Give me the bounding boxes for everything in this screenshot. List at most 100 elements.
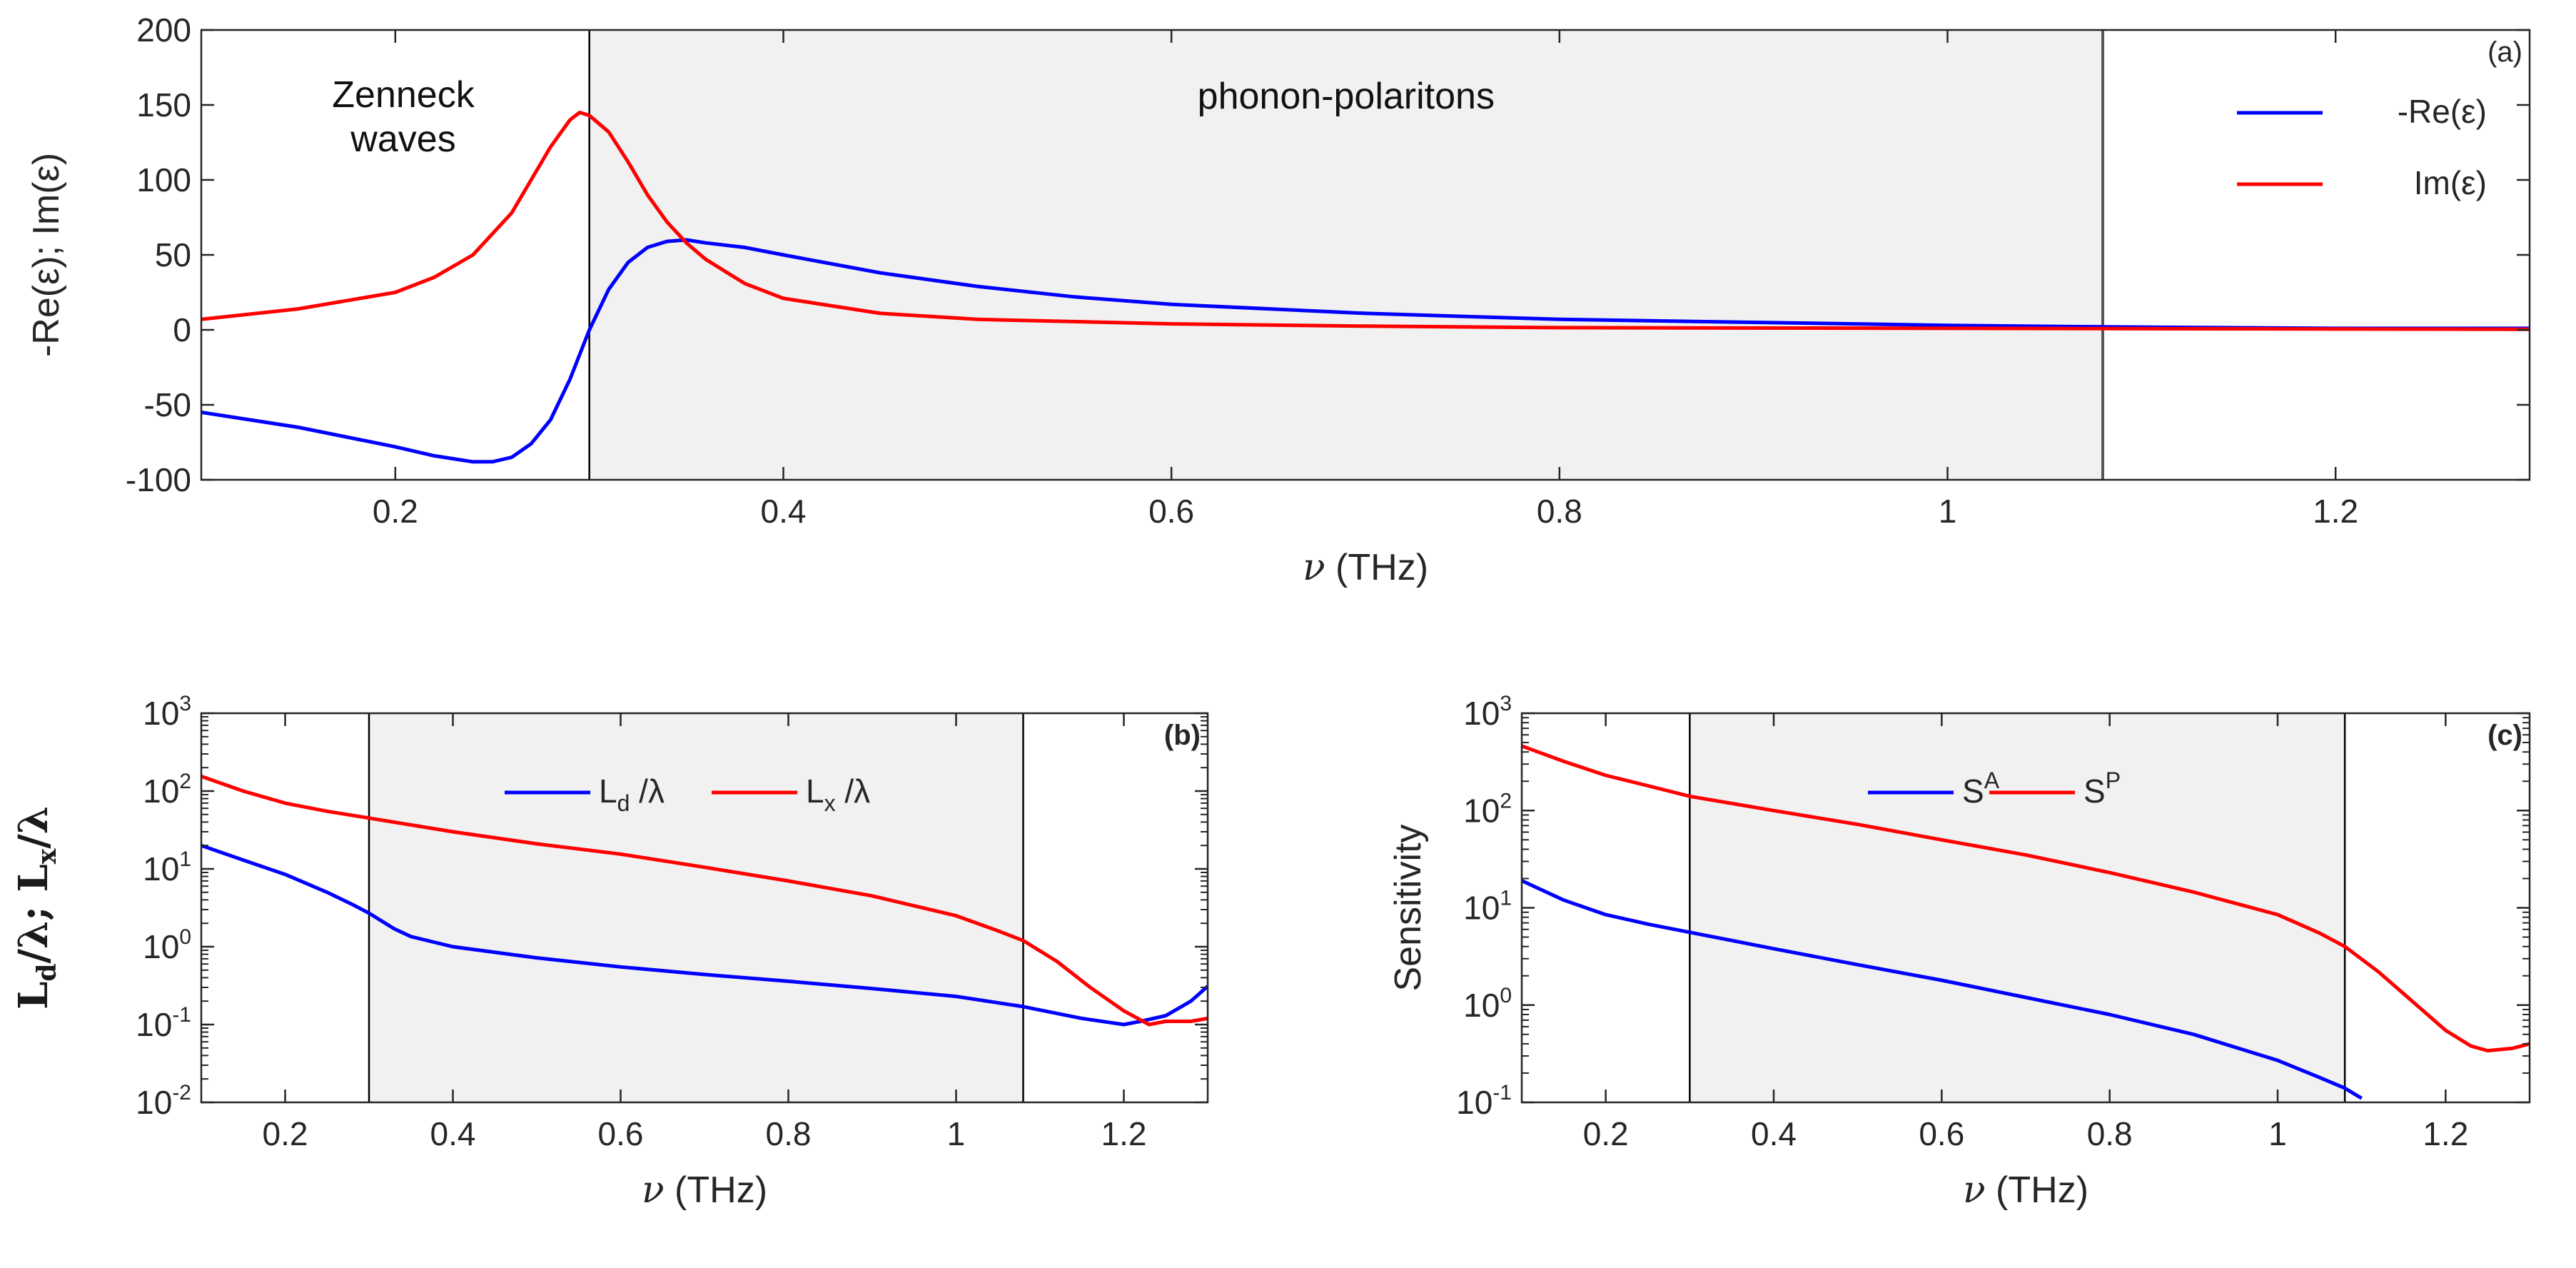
y-tick-label: 100 xyxy=(1463,984,1512,1024)
x-tick-label: 1.2 xyxy=(2313,493,2358,530)
y-axis-label: Ld/λ; Lx/λ xyxy=(10,806,62,1010)
series-line-c-0 xyxy=(1522,879,2363,1100)
y-tick-label: -50 xyxy=(144,386,191,423)
y-tick-exponent: 3 xyxy=(179,692,191,715)
y-tick-label: 100 xyxy=(136,161,191,198)
chart-panel-a: 0.2 0.4 0.6 0.8 1 1.2 -100 -50 0 50 100 150 200 ν (TH… xyxy=(26,11,2531,589)
legend-subscript: x xyxy=(824,790,836,816)
x-tick-label: 0.8 xyxy=(1537,493,1582,530)
x-tick-label: 0.2 xyxy=(1583,1115,1629,1152)
y-label-subscript: x xyxy=(32,848,62,864)
panel-tag: (a) xyxy=(2487,36,2522,68)
x-axis-unit: (THz) xyxy=(1325,547,1428,588)
legend-label: Lx /λ xyxy=(806,773,870,816)
y-tick-exponent: 2 xyxy=(179,770,191,793)
region-label-phonon-polaritons: phonon-polaritons xyxy=(1198,76,1495,117)
legend-superscript: A xyxy=(1984,768,2000,793)
x-tick-label: 1 xyxy=(947,1115,966,1152)
x-axis-symbol: ν xyxy=(1303,546,1325,589)
y-label-part: L xyxy=(10,982,57,1010)
y-tick-label: 150 xyxy=(136,86,191,124)
legend-label: -Re(ε) xyxy=(2398,93,2487,130)
x-tick-label: 0.6 xyxy=(1919,1115,1964,1152)
y-tick-label: 102 xyxy=(1463,789,1512,829)
x-axis-unit: (THz) xyxy=(1986,1169,2088,1211)
legend-label: Im(ε) xyxy=(2414,164,2487,201)
legend-superscript: P xyxy=(2106,768,2121,793)
y-tick-base: 10 xyxy=(143,928,179,965)
y-tick-label: 103 xyxy=(143,692,191,732)
x-axis-label: ν (THz) xyxy=(1303,546,1428,589)
x-axis-label: ν (THz) xyxy=(1963,1169,2088,1212)
y-tick-exponent: -1 xyxy=(1492,1081,1512,1105)
series-line-a-0 xyxy=(201,238,2530,464)
y-tick-exponent: 0 xyxy=(179,925,191,949)
y-tick-exponent: -2 xyxy=(172,1081,191,1105)
x-tick-label: 0.2 xyxy=(373,493,418,530)
x-axis-unit: (THz) xyxy=(665,1169,767,1211)
y-tick-base: 10 xyxy=(143,695,179,732)
shaded-region xyxy=(1689,713,2345,1102)
x-tick-label: 0.6 xyxy=(598,1115,644,1152)
y-tick-label: 100 xyxy=(143,925,191,965)
y-tick-label: 103 xyxy=(1463,692,1512,732)
region-label-zenneck: Zenneck xyxy=(332,74,475,116)
y-label-subscript: d xyxy=(32,963,62,981)
y-label-part: /λ xyxy=(10,806,57,849)
x-axis-symbol: ν xyxy=(642,1169,665,1212)
y-tick-exponent: 0 xyxy=(1500,984,1512,1007)
y-axis-label: Sensitivity xyxy=(1388,824,1429,991)
y-tick-base: 10 xyxy=(1456,1084,1492,1121)
legend-label: SA xyxy=(1962,768,2000,810)
legend-subscript: d xyxy=(617,790,630,816)
y-tick-label: 0 xyxy=(173,311,191,348)
shaded-region xyxy=(369,713,1024,1102)
y-tick-base: 10 xyxy=(136,1006,172,1043)
y-tick-label: -100 xyxy=(126,461,191,498)
x-axis-symbol: ν xyxy=(1963,1169,1986,1212)
series-line-a-1 xyxy=(201,111,2530,331)
y-tick-label: 10-2 xyxy=(136,1081,191,1121)
legend-suffix: /λ xyxy=(630,773,665,810)
y-tick-base: 10 xyxy=(1463,987,1500,1024)
legend-base: S xyxy=(1962,773,1984,810)
y-tick-label: 101 xyxy=(143,847,191,887)
series-line-b-0 xyxy=(201,843,1208,1027)
x-tick-label: 1 xyxy=(2268,1115,2287,1152)
y-tick-label: 50 xyxy=(155,236,191,273)
x-tick-label: 1.2 xyxy=(1101,1115,1147,1152)
axes-box xyxy=(200,712,1209,1104)
y-tick-exponent: -1 xyxy=(172,1003,191,1027)
y-tick-label: 10-1 xyxy=(136,1003,191,1043)
x-tick-label: 0.4 xyxy=(430,1115,476,1152)
x-tick-label: 0.6 xyxy=(1148,493,1194,530)
x-tick-label: 0.8 xyxy=(766,1115,812,1152)
y-tick-exponent: 2 xyxy=(1500,789,1512,812)
y-tick-exponent: 1 xyxy=(1500,887,1512,910)
shaded-region xyxy=(589,30,2103,480)
y-tick-base: 10 xyxy=(1463,890,1500,927)
x-tick-label: 0.8 xyxy=(2087,1115,2133,1152)
region-label-waves: waves xyxy=(350,119,455,160)
y-tick-label: 102 xyxy=(143,770,191,810)
y-tick-exponent: 3 xyxy=(1500,692,1512,715)
y-tick-base: 10 xyxy=(1463,792,1500,829)
y-label-part: /λ; L xyxy=(10,864,57,963)
x-tick-label: 0.2 xyxy=(263,1115,308,1152)
x-tick-label: 1.2 xyxy=(2423,1115,2468,1152)
y-tick-base: 10 xyxy=(143,773,179,810)
x-tick-label: 0.4 xyxy=(1751,1115,1797,1152)
y-tick-base: 10 xyxy=(136,1084,172,1121)
panel-tag: (c) xyxy=(2487,720,2522,751)
x-tick-label: 1 xyxy=(1939,493,1957,530)
y-tick-exponent: 1 xyxy=(179,847,191,871)
panel-tag: (b) xyxy=(1164,720,1201,751)
y-tick-label: 10-1 xyxy=(1456,1081,1512,1121)
y-tick-label: 101 xyxy=(1463,887,1512,927)
series-line-b-1 xyxy=(201,774,1208,1027)
y-tick-base: 10 xyxy=(1463,695,1500,732)
legend-label: SP xyxy=(2083,768,2121,810)
